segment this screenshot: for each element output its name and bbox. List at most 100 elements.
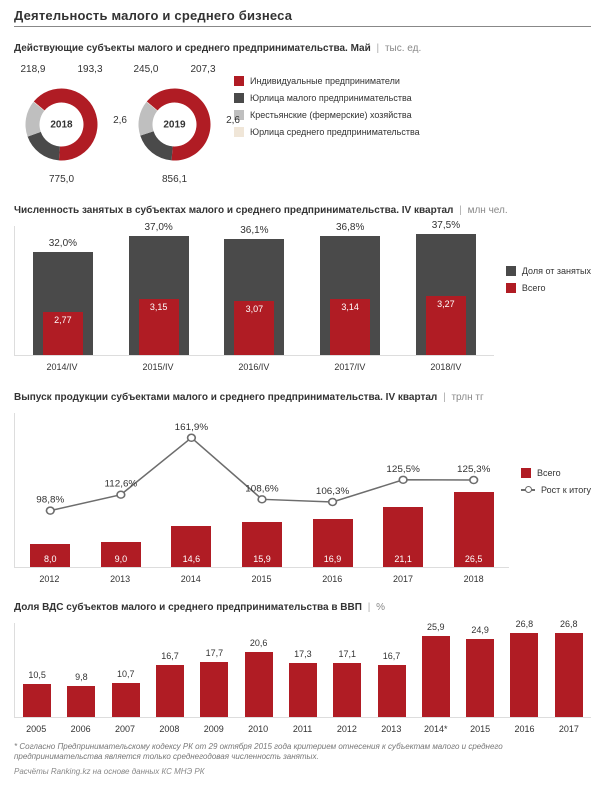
- chart2-slot: 36,8% 3,14: [311, 226, 389, 355]
- chart2-grey-bar: 37,0% 3,15: [129, 236, 189, 355]
- donut-year: 2018: [50, 119, 72, 130]
- chart2-xlabel: 2017/IV: [311, 362, 389, 372]
- chart4-bar: 10,7: [112, 683, 140, 717]
- chart3-line-label: 161,9%: [175, 421, 209, 431]
- legend-label: Юрлица среднего предпринимательства: [250, 127, 420, 137]
- donut-top-left: 245,0: [133, 64, 158, 75]
- donut-top-right: 193,3: [78, 64, 103, 75]
- chart3-marker: [117, 491, 125, 498]
- chart4-bar: 26,8: [510, 633, 538, 717]
- chart4-xlabel: 2008: [147, 724, 191, 734]
- legend-label: Всего: [537, 468, 561, 478]
- chart4-xlabel: 2011: [280, 724, 324, 734]
- chart2-grey-bar: 32,0% 2,77: [33, 252, 93, 355]
- chart3-line-label: 125,3%: [457, 464, 491, 474]
- chart3-xlabel: 2013: [85, 574, 156, 584]
- legend-swatch: [506, 283, 516, 293]
- legend-label: Крестьянские (фермерские) хозяйства: [250, 110, 412, 120]
- section4-unit: %: [376, 602, 385, 613]
- legend-label: Рост к итогу: [541, 485, 591, 495]
- section1-unit: тыс. ед.: [385, 43, 421, 54]
- donut: 2019 2,6: [127, 77, 222, 172]
- chart3-legend: Всего Рост к итогу: [521, 468, 591, 602]
- chart2: 32,0% 2,77 37,0% 3,15 36,1% 3,07 36,8% 3…: [14, 226, 494, 356]
- chart3-xlabel: 2015: [226, 574, 297, 584]
- chart4-xlabels: 2005200620072008200920102011201220132014…: [14, 724, 591, 734]
- section3-unit: трлн тг: [451, 392, 483, 403]
- chart3-line-label: 98,8%: [36, 494, 65, 504]
- chart2-grey-val: 37,0%: [129, 222, 189, 233]
- chart4-val: 24,9: [460, 625, 500, 635]
- chart4-xlabel: 2006: [58, 724, 102, 734]
- chart4-bar: 9,8: [67, 686, 95, 717]
- source: Расчёты Ranking.kz на основе данных КС М…: [14, 767, 591, 776]
- section4-text: Доля ВДС субъектов малого и среднего пре…: [14, 602, 362, 613]
- chart4-xlabel: 2015: [458, 724, 502, 734]
- chart4-xlabel: 2012: [325, 724, 369, 734]
- chart4-bar: 10,5: [23, 684, 51, 717]
- chart2-xlabel: 2018/IV: [407, 362, 485, 372]
- donut-block-2019: 245,0 207,3 2019 2,6 856,1: [127, 64, 222, 185]
- section3-text: Выпуск продукции субъектами малого и сре…: [14, 392, 437, 403]
- chart4-xlabel: 2007: [103, 724, 147, 734]
- sep: |: [377, 43, 380, 54]
- chart3-xlabel: 2014: [155, 574, 226, 584]
- chart2-red-bar: 2,77: [43, 312, 83, 355]
- chart3-xlabels: 2012201320142015201620172018: [14, 574, 509, 584]
- chart2-red-bar: 3,14: [330, 299, 370, 355]
- chart4-val: 25,9: [416, 622, 456, 632]
- chart2-slot: 32,0% 2,77: [24, 226, 102, 355]
- donut-top-labels: 218,9 193,3: [20, 64, 102, 75]
- legend-label: Всего: [522, 283, 546, 293]
- section1-text: Действующие субъекты малого и среднего п…: [14, 43, 371, 54]
- chart4-xlabel: 2005: [14, 724, 58, 734]
- legend-swatch: [234, 127, 244, 137]
- chart2-xlabel: 2014/IV: [23, 362, 101, 372]
- donut-slice: [28, 132, 60, 161]
- legend-item: Юрлица малого предпринимательства: [234, 93, 420, 103]
- chart3-line-label: 106,3%: [316, 485, 350, 495]
- section1-title: Действующие субъекты малого и среднего п…: [14, 43, 591, 54]
- donut-slice: [140, 131, 172, 160]
- chart3: 8,09,014,615,916,921,126,5 98,8%112,6%16…: [14, 413, 509, 568]
- donut-bottom: 775,0: [49, 174, 74, 185]
- chart2-slot: 37,0% 3,15: [120, 226, 198, 355]
- legend-item: Всего: [506, 283, 591, 293]
- chart2-xlabel: 2015/IV: [119, 362, 197, 372]
- chart2-red-bar: 3,07: [234, 301, 274, 355]
- chart3-line-label: 108,6%: [245, 483, 279, 493]
- donut-year: 2019: [163, 119, 185, 130]
- chart2-red-val: 2,77: [43, 315, 83, 325]
- chart4-val: 26,8: [549, 619, 589, 629]
- page-title: Деятельность малого и среднего бизнеса: [14, 8, 591, 27]
- legend-label: Юрлица малого предпринимательства: [250, 93, 412, 103]
- chart2-grey-val: 37,5%: [416, 220, 476, 231]
- section2-unit: млн чел.: [468, 205, 508, 216]
- chart4-val: 16,7: [372, 651, 412, 661]
- chart4-xlabel: 2017: [547, 724, 591, 734]
- chart4-val: 17,1: [327, 649, 367, 659]
- legend-label: Индивидуальные предприниматели: [250, 76, 400, 86]
- chart2-grey-bar: 36,1% 3,07: [224, 239, 284, 355]
- chart2-red-bar: 3,15: [139, 299, 179, 355]
- chart2-legend: Доля от занятыхВсего: [506, 266, 591, 392]
- chart2-slot: 36,1% 3,07: [215, 226, 293, 355]
- chart4-bar: 17,1: [333, 663, 361, 717]
- section3-title: Выпуск продукции субъектами малого и сре…: [14, 392, 591, 403]
- chart4: 10,59,810,716,717,720,617,317,116,725,92…: [14, 623, 591, 718]
- chart2-xlabel: 2016/IV: [215, 362, 293, 372]
- legend-item: Рост к итогу: [521, 485, 591, 495]
- chart2-grey-val: 36,8%: [320, 222, 380, 233]
- donut-block-2018: 218,9 193,3 2018 2,6 775,0: [14, 64, 109, 185]
- chart3-marker: [399, 476, 407, 483]
- chart2-grey-bar: 37,5% 3,27: [416, 234, 476, 355]
- chart2-red-val: 3,07: [234, 304, 274, 314]
- chart4-bar: 24,9: [466, 639, 494, 717]
- chart4-bar: 25,9: [422, 636, 450, 717]
- legend-swatch: [234, 93, 244, 103]
- chart2-grey-val: 36,1%: [224, 225, 284, 236]
- footnote: * Согласно Предпринимательскому кодексу …: [14, 742, 591, 763]
- chart2-red-val: 3,15: [139, 302, 179, 312]
- chart4-bar: 26,8: [555, 633, 583, 717]
- legend-line-swatch: [521, 489, 535, 491]
